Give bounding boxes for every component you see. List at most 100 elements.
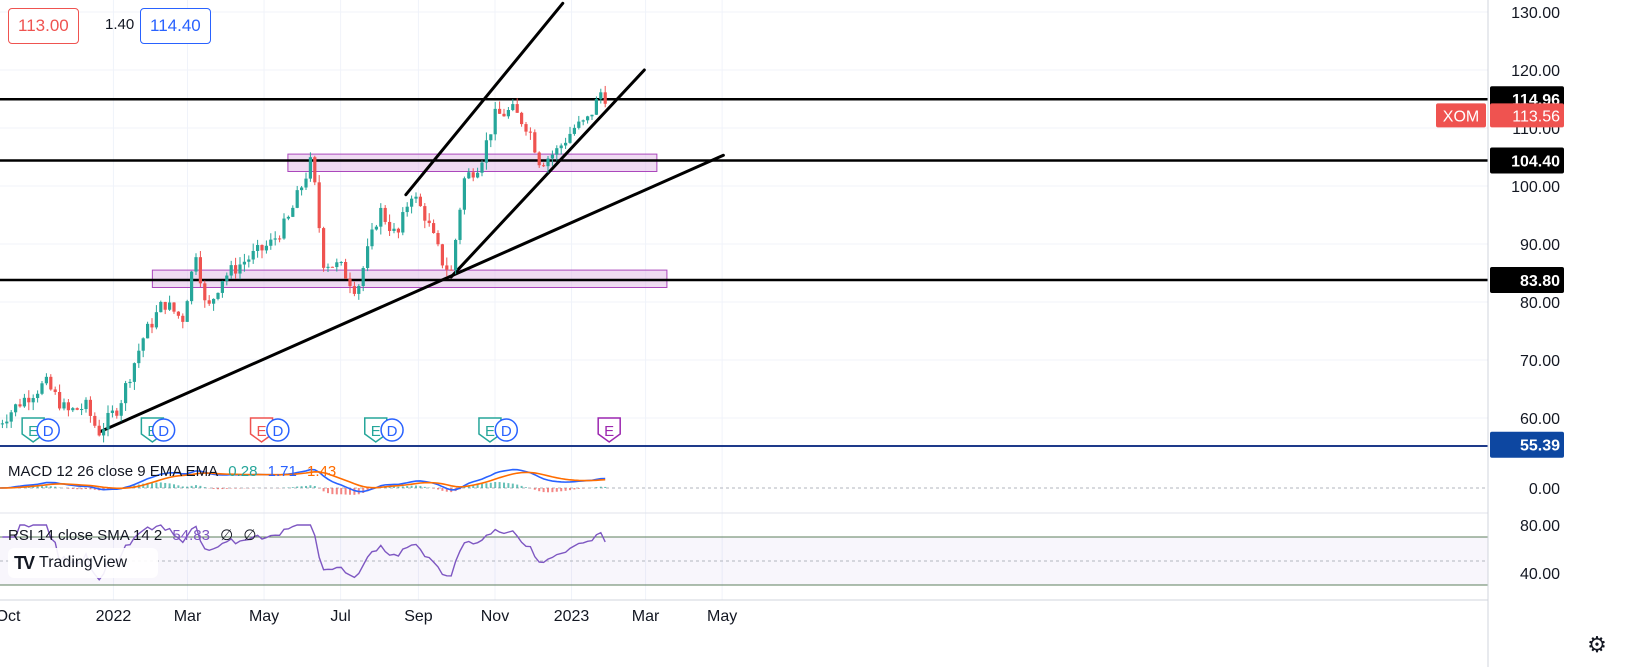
marker-letter: E [28, 423, 38, 440]
candle-body [432, 223, 436, 234]
price-tick-label: 130.00 [1511, 5, 1560, 22]
price-tick-label: 80.00 [1520, 295, 1560, 312]
time-tick-label: May [249, 608, 279, 625]
price-tick-label: 60.00 [1520, 411, 1560, 428]
candle-body [445, 265, 449, 270]
candle-body [229, 265, 233, 276]
candle-body [234, 265, 238, 274]
settings-gear-icon[interactable]: ⚙ [1587, 632, 1607, 657]
time-tick-label: May [707, 608, 737, 625]
grid [0, 0, 1488, 600]
price-level-text: 55.39 [1520, 438, 1560, 455]
candle-body [256, 245, 260, 251]
support-resistance-zones [151, 153, 668, 289]
candle-body [572, 127, 576, 134]
candle-body [273, 238, 277, 240]
candle-body [423, 206, 427, 221]
rsi-title: RSI 14 close SMA 14 2 [8, 527, 163, 544]
marker-letter: D [158, 423, 169, 440]
trendline [449, 68, 646, 279]
macd-pane [0, 468, 1488, 495]
marker-letter: D [501, 423, 512, 440]
price-level-badge [1490, 431, 1564, 458]
candle-body [528, 131, 532, 133]
candle-body [410, 198, 414, 207]
candle-body [344, 261, 348, 279]
candle-body [546, 158, 550, 167]
price-level-badge [1490, 266, 1564, 293]
candle-body [27, 397, 31, 403]
candle-body [370, 229, 374, 247]
candle-body [564, 142, 568, 146]
candle-body [326, 266, 330, 268]
candle-body [14, 404, 18, 413]
marker-letter: E [485, 423, 495, 440]
candle-body [176, 311, 180, 316]
candle-body [388, 221, 392, 231]
candle-body [115, 410, 119, 416]
time-tick-label: Nov [481, 608, 509, 625]
candle-body [427, 220, 431, 224]
macd-line [0, 468, 606, 493]
dividend-icon [494, 418, 519, 442]
candle-body [102, 429, 106, 436]
candle-body [401, 212, 405, 233]
last-price-text: 113.56 [1512, 108, 1560, 125]
symbol-badge [1436, 103, 1486, 128]
marker-letter: D [272, 423, 283, 440]
candle-body [159, 301, 163, 313]
candle-body [599, 92, 603, 100]
candle-body [348, 278, 352, 287]
candle-body [84, 399, 88, 410]
candle-body [489, 134, 493, 141]
earnings-marker: E [597, 417, 621, 443]
candle-body [22, 397, 26, 407]
price-axis: 130.00120.00110.00100.0090.0080.0070.006… [1436, 0, 1634, 667]
candle-body [97, 425, 101, 436]
candle-body [238, 264, 242, 274]
tradingview-logo[interactable]: TV TradingView [8, 548, 158, 578]
macd-signal-value: 1.43 [307, 463, 337, 480]
dividend-icon [380, 418, 404, 442]
candle-body [537, 152, 541, 166]
candle-body [278, 238, 282, 240]
candle-body [568, 133, 572, 143]
tradingview-logo-text: TradingView [39, 554, 128, 571]
candle-body [295, 190, 299, 208]
candle-body [49, 376, 53, 390]
candle-body [203, 283, 207, 301]
macd-legend[interactable]: MACD 12 26 close 9 EMA EMA 0.28 1.71 1.4… [8, 463, 342, 480]
candle-body [163, 301, 167, 310]
candle-body [374, 226, 378, 230]
candle-body [590, 114, 594, 117]
candle-body [581, 120, 585, 122]
candle-body [31, 398, 35, 403]
candle-body [110, 410, 114, 413]
candle-body [141, 338, 145, 351]
candle-body [396, 228, 400, 233]
ask-price-box[interactable]: 114.40 [140, 8, 211, 44]
price-zone [287, 153, 658, 173]
spread-value: 1.40 [105, 16, 135, 33]
symbol-text: XOM [1443, 108, 1479, 125]
candle-body [603, 92, 607, 104]
candle-body [317, 182, 321, 229]
candle-body [440, 244, 444, 266]
candle-body [88, 399, 92, 416]
candle-body [132, 363, 136, 382]
bid-price-box[interactable]: 113.00 [8, 8, 79, 44]
candle-body [282, 218, 286, 239]
time-tick-label: Oct [0, 608, 21, 625]
candle-body [379, 207, 383, 227]
candle-body [449, 269, 453, 271]
candle-body [53, 389, 57, 393]
candle-body [137, 350, 141, 364]
macd-signal-line [0, 471, 606, 490]
candle-body [436, 233, 440, 245]
dividend-marker: D [36, 418, 60, 442]
time-tick-label: Jul [330, 608, 350, 625]
rsi-legend[interactable]: RSI 14 close SMA 14 2 54.83 ∅ ∅ [8, 526, 262, 544]
rsi-ma-value: ∅ [220, 527, 234, 544]
